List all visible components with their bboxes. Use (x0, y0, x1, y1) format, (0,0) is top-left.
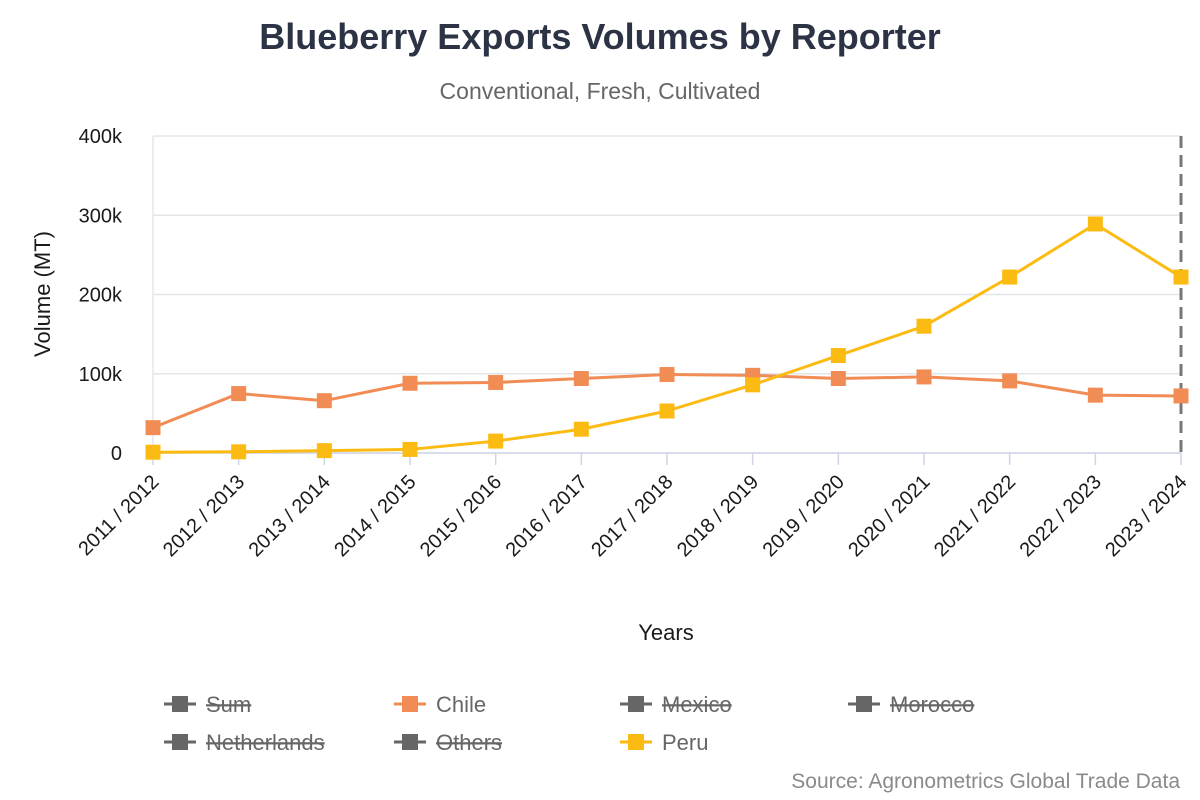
y-tick-label: 200k (79, 285, 123, 307)
data-point[interactable] (659, 367, 675, 383)
series-peru[interactable] (145, 216, 1189, 460)
legend-item-mexico[interactable]: Mexico (620, 692, 732, 717)
data-point[interactable] (830, 348, 846, 364)
x-axis-label: Years (638, 620, 693, 645)
legend-label: Mexico (662, 692, 732, 717)
chart-subtitle: Conventional, Fresh, Cultivated (440, 78, 761, 104)
legend-label: Sum (206, 692, 251, 717)
data-point[interactable] (745, 377, 761, 393)
legend-label: Morocco (890, 692, 974, 717)
x-tick-label: 2019 / 2020 (759, 471, 849, 561)
legend-marker (856, 696, 872, 712)
data-point[interactable] (1173, 269, 1189, 285)
legend-marker (402, 734, 418, 750)
data-point[interactable] (231, 444, 247, 460)
y-tick-label: 400k (79, 126, 123, 148)
data-point[interactable] (402, 441, 418, 457)
legend-item-chile[interactable]: Chile (394, 692, 486, 717)
series-line (152, 373, 1182, 430)
y-tick-label: 100k (79, 364, 123, 386)
x-tick-label: 2015 / 2016 (416, 471, 506, 561)
y-tick-label: 300k (79, 205, 123, 227)
legend-label: Chile (436, 692, 486, 717)
legend-marker (172, 696, 188, 712)
legend-marker (402, 696, 418, 712)
x-tick-label: 2018 / 2019 (673, 471, 763, 561)
data-point[interactable] (916, 369, 932, 385)
x-tick-label: 2011 / 2012 (74, 471, 163, 560)
data-point[interactable] (659, 403, 675, 419)
data-point[interactable] (1087, 387, 1103, 403)
x-tick-label: 2012 / 2013 (159, 471, 249, 561)
data-point[interactable] (316, 443, 332, 459)
data-point[interactable] (488, 374, 504, 390)
legend-item-sum[interactable]: Sum (164, 692, 251, 717)
legend-label: Others (436, 730, 502, 755)
data-point[interactable] (573, 421, 589, 437)
legend-label: Peru (662, 730, 708, 755)
legend: Sum Chile Mexico Morocco Netherlands Others Pe… (164, 692, 974, 755)
y-tick-label: 0 (111, 443, 122, 465)
data-point[interactable] (488, 433, 504, 449)
x-tick-label: 2020 / 2021 (844, 471, 934, 561)
legend-item-netherlands[interactable]: Netherlands (164, 730, 325, 755)
data-point[interactable] (830, 371, 846, 387)
credit[interactable]: Source: Agronometrics Global Trade Data (791, 770, 1180, 793)
legend-item-morocco[interactable]: Morocco (848, 692, 974, 717)
x-tick-label: 2017 / 2018 (587, 471, 677, 561)
y-axis-label: Volume (MT) (30, 231, 55, 357)
data-point[interactable] (316, 393, 332, 409)
data-point[interactable] (1002, 269, 1018, 285)
legend-marker (172, 734, 188, 750)
series-chile[interactable] (145, 367, 1189, 436)
x-tick-label: 2016 / 2017 (502, 471, 592, 561)
data-point[interactable] (1002, 373, 1018, 389)
y-axis-ticks: 0 100k 200k 300k 400k (79, 126, 123, 465)
x-tick-label: 2014 / 2015 (330, 471, 420, 561)
data-point[interactable] (573, 371, 589, 387)
data-point[interactable] (231, 386, 247, 402)
x-tick-label: 2023 / 2024 (1101, 471, 1191, 561)
data-point[interactable] (1173, 388, 1189, 404)
x-tick-label: 2013 / 2014 (245, 471, 335, 561)
data-point[interactable] (145, 420, 161, 436)
legend-item-peru[interactable]: Peru (620, 730, 708, 755)
data-point[interactable] (1087, 216, 1103, 232)
legend-marker (628, 696, 644, 712)
legend-label: Netherlands (206, 730, 325, 755)
data-point[interactable] (916, 318, 932, 334)
x-tick-label: 2022 / 2023 (1016, 471, 1106, 561)
data-point[interactable] (402, 375, 418, 391)
legend-marker (628, 734, 644, 750)
data-point[interactable] (145, 444, 161, 460)
legend-item-others[interactable]: Others (394, 730, 502, 755)
x-tick-label: 2021 / 2022 (930, 471, 1020, 561)
series (145, 216, 1189, 460)
chart-title: Blueberry Exports Volumes by Reporter (259, 16, 941, 57)
